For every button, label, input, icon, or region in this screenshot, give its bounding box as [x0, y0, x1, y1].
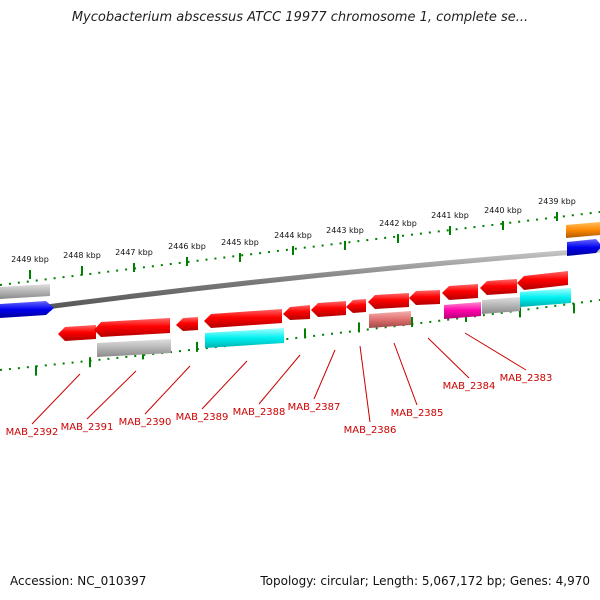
gene-mab-2384[interactable] — [442, 284, 478, 300]
gene-mab-2391[interactable] — [94, 318, 170, 337]
outer-tick-ring — [0, 211, 600, 286]
gene-label[interactable]: MAB_2390 — [119, 417, 172, 428]
gene-blue-left[interactable] — [0, 301, 54, 318]
feature-grey-2383[interactable] — [482, 297, 520, 314]
map-title: Mycobacterium abscessus ATCC 19977 chrom… — [71, 10, 529, 25]
leader-line — [427, 337, 470, 379]
gene-label[interactable]: MAB_2383 — [500, 373, 553, 384]
tick-label: 2449 kbp — [11, 255, 49, 264]
tick-label: 2443 kbp — [326, 226, 364, 235]
gene-mab-2385[interactable] — [368, 293, 409, 309]
tick-label: 2440 kbp — [484, 206, 522, 215]
gene-mab-2383[interactable] — [517, 271, 568, 290]
gene-mab-2392[interactable] — [58, 325, 96, 341]
accession-text: Accession: NC_010397 — [10, 574, 147, 588]
feature-pink-2385[interactable] — [369, 311, 411, 328]
gene-label[interactable]: MAB_2387 — [288, 402, 341, 413]
gene-label-lines — [31, 332, 527, 425]
feature-cyan-2383[interactable] — [520, 288, 571, 307]
gene-mab-2387[interactable] — [311, 301, 346, 317]
gene-label[interactable]: MAB_2384 — [443, 381, 496, 392]
feature-cyan-2389[interactable] — [205, 328, 284, 348]
gene-mab-2386[interactable] — [346, 299, 366, 313]
gene-mab-2390[interactable] — [176, 317, 198, 331]
leader-line — [464, 332, 527, 371]
gene-label[interactable]: MAB_2386 — [344, 425, 397, 436]
leader-line — [359, 345, 371, 423]
gene-blue-right[interactable] — [567, 239, 600, 256]
feature-track — [97, 288, 571, 357]
chromosome-backbone — [0, 247, 600, 316]
leader-line — [313, 349, 336, 400]
leader-line — [201, 360, 248, 410]
tick-label: 2444 kbp — [274, 231, 312, 240]
tick-labels: 2449 kbp 2448 kbp 2447 kbp 2446 kbp 2445 kbp… — [11, 197, 576, 264]
gene-grey-left-top[interactable] — [0, 284, 50, 299]
leader-line — [258, 354, 301, 405]
genome-summary-text: Topology: circular; Length: 5,067,172 bp… — [260, 574, 590, 588]
tick-label: 2441 kbp — [431, 211, 469, 220]
forward-strand-genes — [0, 222, 600, 318]
gene-label[interactable]: MAB_2392 — [6, 427, 59, 438]
tick-label: 2446 kbp — [168, 242, 206, 251]
gene-label[interactable]: MAB_2385 — [391, 408, 444, 419]
reverse-strand-genes — [58, 271, 568, 341]
tick-label: 2448 kbp — [63, 251, 101, 260]
gene-mab-2383-a[interactable] — [480, 279, 517, 295]
gene-mab-2389[interactable] — [204, 309, 282, 328]
gene-label[interactable]: MAB_2388 — [233, 407, 286, 418]
tick-label: 2439 kbp — [538, 197, 576, 206]
outer-major-ticks — [29, 212, 558, 279]
leader-line — [31, 373, 81, 425]
gene-labels: MAB_2392 MAB_2391 MAB_2390 MAB_2389 MAB_2388… — [6, 373, 553, 438]
gene-label[interactable]: MAB_2389 — [176, 412, 229, 423]
leader-line — [86, 370, 137, 420]
gene-label[interactable]: MAB_2391 — [61, 422, 114, 433]
tick-label: 2445 kbp — [221, 238, 259, 247]
feature-magenta-2384[interactable] — [444, 302, 481, 319]
gene-orange-right[interactable] — [566, 222, 600, 238]
leader-line — [144, 365, 191, 415]
tick-label: 2442 kbp — [379, 219, 417, 228]
tick-label: 2447 kbp — [115, 248, 153, 257]
gene-mab-2388[interactable] — [283, 305, 310, 320]
gene-mab-2384-a[interactable] — [409, 290, 440, 305]
feature-grey-2391[interactable] — [97, 339, 171, 357]
leader-line — [393, 342, 418, 406]
